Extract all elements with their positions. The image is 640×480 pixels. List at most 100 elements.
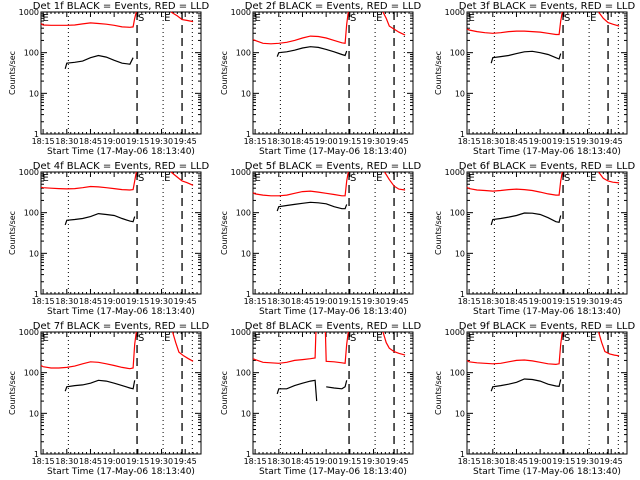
marker-label-e: E — [43, 13, 49, 24]
marker-label-e: E — [255, 333, 261, 344]
x-tick-label: 19:30 — [576, 457, 599, 466]
x-tick-label: 18:45 — [505, 297, 528, 306]
lld-series-after — [382, 331, 406, 356]
plot-frame — [252, 171, 414, 295]
x-axis-label: Start Time (17-May-06 18:13:40) — [473, 147, 621, 157]
x-tick-label: 19:00 — [103, 297, 126, 306]
y-tick-label: 100 — [236, 49, 251, 58]
x-tick-label: 19:00 — [529, 137, 552, 146]
marker-label-s: S — [138, 173, 144, 184]
x-tick-label: 19:00 — [315, 297, 338, 306]
x-tick-label: 18:15 — [244, 297, 267, 306]
x-tick-label: 18:30 — [55, 137, 78, 146]
marker-label-e: E — [164, 13, 170, 24]
x-tick-label: 18:30 — [267, 297, 290, 306]
marker-label-e: E — [376, 173, 382, 184]
x-tick-label: 18:30 — [267, 137, 290, 146]
panel-title: Det 6f BLACK = Events, RED = LLD — [459, 161, 636, 172]
lld-series-after — [384, 171, 406, 191]
panel-title: Det 4f BLACK = Events, RED = LLD — [33, 161, 210, 172]
y-tick-label: 1 — [34, 450, 39, 459]
y-axis-label: Counts/sec — [434, 371, 443, 415]
x-tick-label: 19:45 — [600, 137, 623, 146]
x-tick-label: 19:45 — [174, 297, 197, 306]
x-tick-label: 18:15 — [32, 137, 55, 146]
plot-frame — [466, 11, 628, 135]
lld-series-after — [598, 331, 620, 357]
panel-det-4f: Det 4f BLACK = Events, RED = LLD 1 10 100 10… — [8, 161, 209, 317]
y-tick-label: 100 — [24, 49, 39, 58]
x-tick-label: 19:15 — [126, 137, 149, 146]
y-axis-label: Counts/sec — [220, 51, 229, 95]
lld-series — [40, 331, 137, 370]
events-series — [490, 50, 562, 64]
panel-title: Det 9f BLACK = Events, RED = LLD — [459, 321, 636, 332]
x-tick-label: 19:15 — [338, 297, 361, 306]
plot-frame — [40, 331, 202, 455]
x-tick-label: 19:45 — [174, 137, 197, 146]
y-tick-label: 1000 — [19, 328, 39, 337]
lld-series — [252, 11, 349, 45]
x-tick-label: 19:45 — [600, 297, 623, 306]
x-tick-label: 19:00 — [529, 297, 552, 306]
y-axis-label: Counts/sec — [8, 371, 17, 415]
y-axis-label: Counts/sec — [220, 211, 229, 255]
x-tick-label: 19:15 — [126, 457, 149, 466]
events-series — [490, 378, 562, 392]
x-tick-label: 18:30 — [481, 457, 504, 466]
x-tick-label: 19:00 — [315, 457, 338, 466]
panel-det-9f: Det 9f BLACK = Events, RED = LLD 1 10 100 10… — [434, 321, 635, 477]
lld-series — [466, 331, 563, 366]
panel-title: Det 7f BLACK = Events, RED = LLD — [33, 321, 210, 332]
x-tick-label: 18:30 — [55, 457, 78, 466]
panel-title: Det 3f BLACK = Events, RED = LLD — [459, 1, 636, 12]
lld-series-after — [598, 11, 620, 27]
x-tick-label: 19:30 — [150, 457, 173, 466]
y-tick-label: 10 — [455, 409, 465, 418]
y-tick-label: 100 — [450, 49, 465, 58]
panel-det-3f: Det 3f BLACK = Events, RED = LLD 1 10 100 10… — [434, 1, 635, 157]
x-tick-label: 18:45 — [291, 457, 314, 466]
x-tick-label: 18:30 — [481, 297, 504, 306]
y-tick-label: 1000 — [231, 168, 251, 177]
y-tick-label: 1 — [246, 130, 251, 139]
marker-label-s: S — [564, 333, 570, 344]
events-series — [64, 54, 134, 69]
marker-label-e: E — [469, 333, 475, 344]
y-tick-label: 1000 — [19, 168, 39, 177]
y-axis-label: Counts/sec — [220, 371, 229, 415]
plot-frame — [40, 11, 202, 135]
panel-det-7f: Det 7f BLACK = Events, RED = LLD 1 10 100 10… — [8, 321, 209, 477]
y-tick-label: 10 — [241, 89, 251, 98]
x-tick-label: 19:45 — [386, 457, 409, 466]
x-tick-label: 19:15 — [126, 297, 149, 306]
panel-title: Det 5f BLACK = Events, RED = LLD — [245, 161, 422, 172]
x-tick-label: 18:30 — [267, 457, 290, 466]
panel-title: Det 2f BLACK = Events, RED = LLD — [245, 1, 422, 12]
lld-series-after — [172, 331, 194, 362]
plot-frame — [466, 171, 628, 295]
x-tick-label: 19:30 — [576, 137, 599, 146]
x-tick-label: 19:45 — [600, 457, 623, 466]
x-tick-label: 18:30 — [481, 137, 504, 146]
x-tick-label: 18:45 — [291, 297, 314, 306]
lld-series — [466, 11, 563, 36]
x-tick-label: 18:15 — [32, 457, 55, 466]
lld-series-after — [598, 171, 620, 184]
x-tick-label: 19:45 — [386, 297, 409, 306]
y-tick-label: 1000 — [445, 168, 465, 177]
x-axis-label: Start Time (17-May-06 18:13:40) — [473, 467, 621, 477]
plot-frame — [40, 171, 202, 295]
y-tick-label: 10 — [29, 89, 39, 98]
y-tick-label: 100 — [236, 369, 251, 378]
x-axis-label: Start Time (17-May-06 18:13:40) — [47, 307, 195, 317]
marker-label-s: S — [350, 173, 356, 184]
x-tick-label: 19:15 — [338, 457, 361, 466]
panel-det-2f: Det 2f BLACK = Events, RED = LLD 1 10 100 10… — [220, 1, 421, 157]
x-tick-label: 18:45 — [505, 137, 528, 146]
panel-det-8f: Det 8f BLACK = Events, RED = LLD 1 10 100 10… — [220, 321, 421, 477]
y-tick-label: 10 — [241, 409, 251, 418]
plot-frame — [466, 331, 628, 455]
y-axis-label: Counts/sec — [8, 51, 17, 95]
